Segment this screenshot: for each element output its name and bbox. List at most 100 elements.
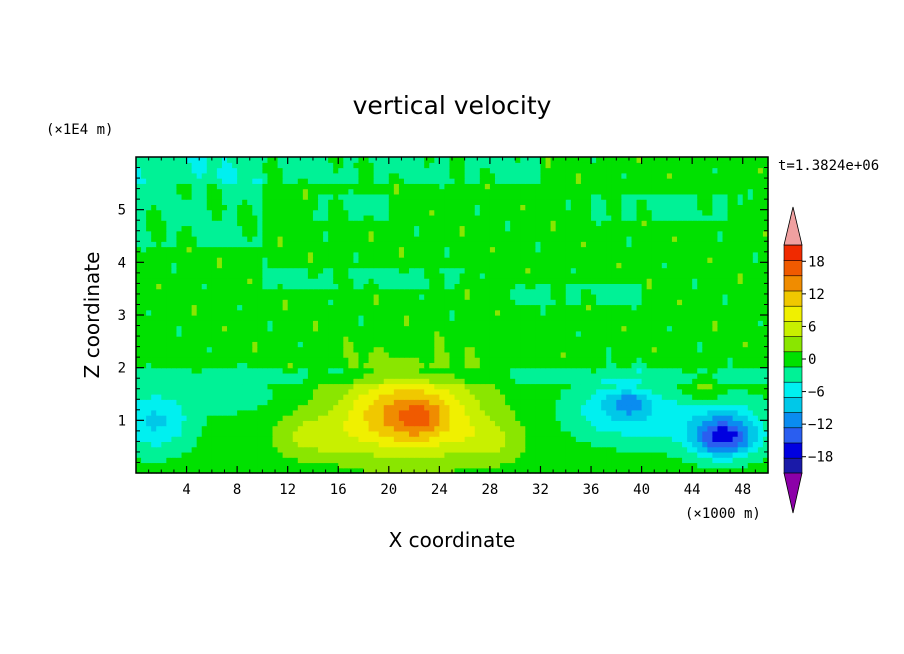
field-cell	[550, 367, 557, 374]
field-cell	[368, 451, 375, 458]
field-cell	[520, 309, 526, 316]
field-cell	[277, 425, 284, 432]
field-cell	[580, 330, 587, 337]
field-cell	[682, 362, 688, 369]
field-cell	[328, 420, 334, 427]
field-cell	[596, 436, 602, 442]
field-cell	[585, 372, 592, 379]
field-cell	[146, 336, 152, 342]
field-cell	[621, 362, 628, 369]
field-cell	[666, 420, 673, 427]
field-cell	[626, 383, 633, 390]
field-cell	[722, 357, 729, 363]
field-cell	[277, 315, 284, 321]
field-cell	[414, 325, 420, 332]
field-cell	[636, 457, 643, 464]
field-cell	[221, 399, 228, 406]
field-cell	[550, 304, 557, 311]
field-cell	[666, 367, 673, 374]
field-cell	[494, 441, 501, 448]
field-cell	[601, 293, 607, 300]
field-cell	[656, 346, 663, 353]
field-cell	[211, 378, 218, 385]
field-cell	[156, 320, 162, 327]
field-cell	[429, 462, 435, 469]
field-cell	[752, 420, 759, 427]
field-cell	[247, 462, 253, 469]
field-cell	[671, 288, 678, 295]
field-cell	[469, 325, 476, 332]
field-cell	[565, 320, 572, 327]
field-cell	[201, 351, 208, 358]
field-cell	[171, 399, 178, 406]
field-cell	[247, 394, 253, 400]
field-cell	[323, 341, 329, 348]
field-cell	[136, 420, 142, 427]
field-cell	[146, 346, 152, 353]
field-cell	[687, 278, 693, 284]
field-cell	[136, 451, 142, 458]
field-cell	[414, 420, 420, 427]
field-cell	[611, 441, 617, 448]
field-cell	[206, 278, 213, 284]
field-cell	[181, 330, 188, 337]
field-cell	[697, 372, 703, 379]
field-cell	[500, 293, 506, 300]
field-cell	[439, 372, 446, 379]
field-cell	[636, 425, 643, 432]
field-cell	[363, 367, 370, 374]
field-cell	[737, 351, 744, 358]
field-cell	[156, 420, 162, 427]
field-cell	[580, 436, 587, 442]
field-cell	[328, 372, 334, 379]
field-cell	[393, 409, 400, 416]
field-cell	[277, 430, 284, 437]
field-cell	[535, 378, 542, 385]
field-cell	[221, 341, 228, 348]
field-cell	[176, 425, 183, 432]
field-cell	[237, 415, 243, 421]
field-cell	[712, 399, 719, 406]
field-cell	[262, 378, 269, 385]
field-cell	[398, 341, 405, 348]
field-cell	[611, 436, 617, 442]
field-cell	[732, 446, 739, 453]
field-cell	[378, 362, 385, 369]
field-cell	[272, 430, 279, 437]
field-cell	[434, 404, 440, 411]
field-cell	[757, 399, 764, 406]
field-cell	[312, 388, 319, 395]
field-cell	[242, 272, 248, 279]
field-cell	[216, 462, 223, 469]
field-cell	[196, 404, 203, 411]
field-cell	[616, 372, 622, 379]
field-cell	[742, 320, 749, 327]
field-cell	[378, 346, 385, 353]
field-cell	[494, 378, 501, 385]
field-cell	[206, 341, 213, 348]
field-cell	[621, 341, 628, 348]
field-cell	[697, 399, 703, 406]
field-cell	[237, 436, 243, 442]
field-cell	[717, 420, 724, 427]
field-cell	[358, 362, 365, 369]
field-cell	[489, 362, 496, 369]
field-cell	[692, 394, 698, 400]
field-cell	[459, 262, 466, 269]
field-cell	[307, 409, 314, 416]
field-cell	[434, 362, 440, 369]
field-cell	[555, 336, 562, 342]
field-cell	[489, 446, 496, 453]
field-cell	[727, 299, 734, 306]
field-cell	[373, 430, 380, 437]
field-cell	[186, 299, 193, 306]
field-cell	[752, 436, 759, 442]
field-cell	[505, 309, 511, 316]
field-cell	[565, 330, 572, 337]
field-cell	[671, 394, 678, 400]
field-cell	[439, 357, 446, 363]
field-cell	[676, 278, 683, 284]
field-cell	[393, 299, 400, 306]
field-cell	[307, 288, 314, 295]
field-cell	[510, 351, 516, 358]
